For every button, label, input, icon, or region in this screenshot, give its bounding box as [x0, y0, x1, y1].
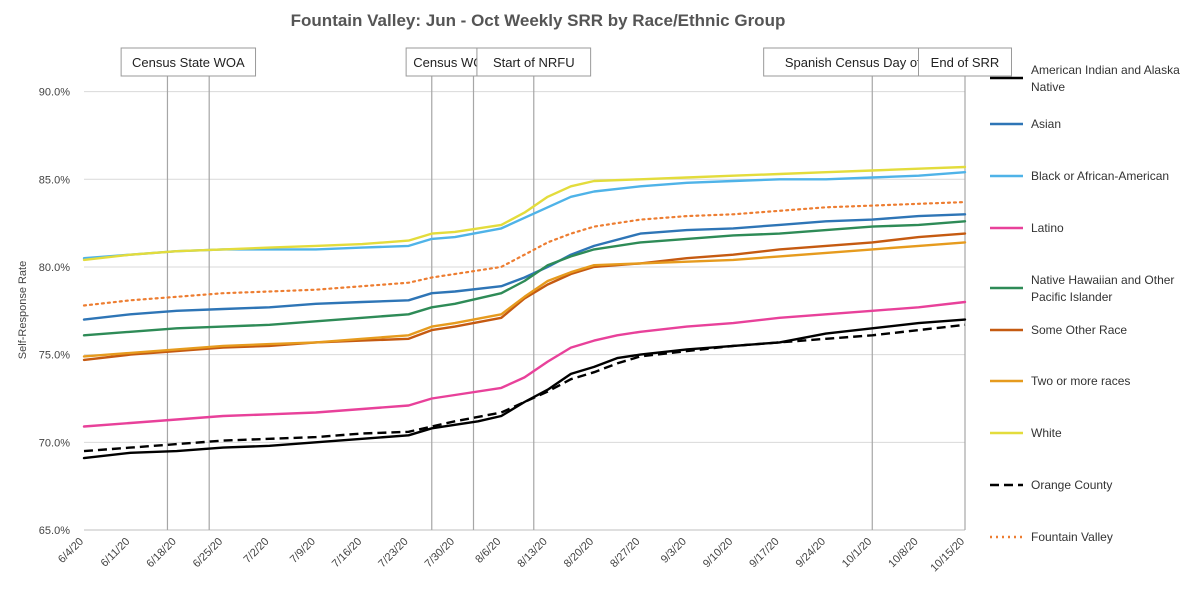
y-tick-label: 65.0%: [39, 525, 70, 537]
x-tick-label: 8/20/20: [562, 536, 596, 570]
event-label: Spanish Census Day of Action: [785, 55, 960, 70]
y-axis-label: Self-Response Rate: [17, 261, 29, 359]
event-label: Start of NRFU: [493, 55, 575, 70]
legend-label-5: Some Other Race: [1031, 323, 1127, 337]
legend-label-0: American Indian and Alaska Native: [1031, 63, 1180, 94]
y-tick-label: 80.0%: [39, 262, 70, 274]
x-tick-label: 6/18/20: [144, 536, 178, 570]
y-tick-label: 70.0%: [39, 437, 70, 449]
x-tick-label: 7/30/20: [423, 536, 457, 570]
x-tick-label: 9/24/20: [794, 536, 828, 570]
legend: American Indian and Alaska Native Asian Bla…: [990, 63, 1180, 544]
event-label: End of SRR: [931, 55, 1000, 70]
event-label: Census WOA: [413, 55, 492, 70]
event-label-box: [120, 47, 257, 77]
x-tick-label: 9/17/20: [747, 536, 781, 570]
legend-label-1: Asian: [1031, 117, 1061, 131]
series-line-6: [82, 241, 967, 358]
legend-label-3: Latino: [1031, 221, 1064, 235]
x-tick-label: 10/8/20: [886, 536, 920, 570]
x-tick-label: 7/23/20: [376, 536, 410, 570]
legend-label-7: White: [1031, 426, 1062, 440]
x-tick-label: 6/11/20: [99, 536, 133, 570]
event-label-box: [918, 47, 1012, 77]
legend-label-8: Orange County: [1031, 478, 1112, 492]
legend-label-2: Black or African-American: [1031, 169, 1169, 183]
x-tick-label: 7/2/20: [241, 536, 271, 566]
y-tick-label: 75.0%: [39, 350, 70, 362]
series-line-5: [82, 232, 967, 362]
x-tick-label: 7/9/20: [288, 536, 318, 566]
x-tick-label: 10/15/20: [928, 536, 967, 575]
x-axis-ticks: 6/4/20 6/11/20 6/18/20 6/25/20 7/2/20 7/9/20 7…: [56, 536, 967, 575]
series-line-3: [82, 300, 967, 428]
y-axis-ticks: 65.0% 70.0% 75.0% 80.0% 85.0% 90.0%: [39, 87, 70, 537]
series-line-4: [82, 220, 967, 337]
chart-title: Fountain Valley: Jun - Oct Weekly SRR by…: [291, 11, 786, 30]
x-tick-label: 6/25/20: [191, 536, 225, 570]
series-line-7: [82, 165, 967, 262]
legend-label-6: Two or more races: [1031, 374, 1130, 388]
legend-label-4: Native Hawaiian and Other Pacific Islande…: [1031, 273, 1174, 304]
x-tick-label: 6/4/20: [56, 536, 86, 566]
gridlines: [84, 91, 965, 531]
series-line-1: [82, 213, 967, 321]
event-label: Census State WOA: [132, 55, 245, 70]
event-lines: [166, 75, 966, 530]
y-tick-label: 85.0%: [39, 174, 70, 186]
y-tick-label: 90.0%: [39, 87, 70, 99]
x-tick-label: 8/27/20: [608, 536, 642, 570]
x-tick-label: 9/3/20: [659, 536, 689, 566]
series-line-0: [82, 318, 967, 460]
event-labels: Census State WOA Census WOA Start of NRFU S…: [120, 47, 1012, 77]
x-tick-label: 8/6/20: [473, 536, 503, 566]
series-line-9: [82, 201, 967, 307]
x-tick-label: 7/16/20: [330, 536, 364, 570]
series-line-8: [83, 323, 966, 453]
legend-label-9: Fountain Valley: [1031, 530, 1113, 544]
x-tick-label: 9/10/20: [701, 536, 735, 570]
event-label-box: [476, 47, 592, 77]
series-lines: [82, 165, 967, 460]
x-tick-label: 10/1/20: [840, 536, 874, 570]
x-tick-label: 8/13/20: [515, 536, 549, 570]
